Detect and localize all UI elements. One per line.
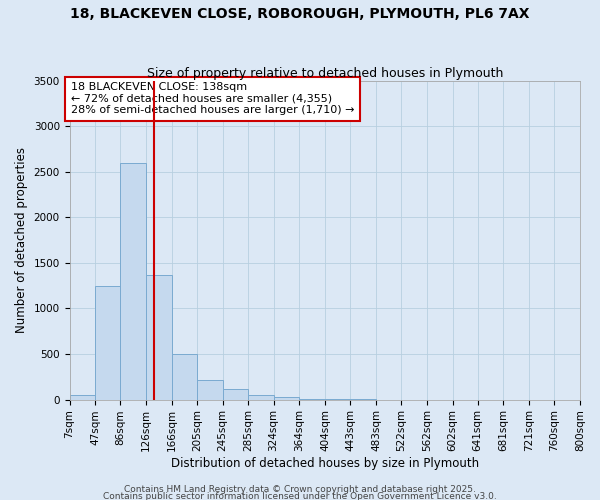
Text: Contains public sector information licensed under the Open Government Licence v3: Contains public sector information licen…	[103, 492, 497, 500]
Bar	[70, 396, 95, 400]
Text: Contains HM Land Registry data © Crown copyright and database right 2025.: Contains HM Land Registry data © Crown c…	[124, 486, 476, 494]
Text: 18 BLACKEVEN CLOSE: 138sqm
← 72% of detached houses are smaller (4,355)
28% of s: 18 BLACKEVEN CLOSE: 138sqm ← 72% of deta…	[71, 82, 355, 116]
Title: Size of property relative to detached houses in Plymouth: Size of property relative to detached ho…	[146, 66, 503, 80]
Bar	[274, 398, 299, 400]
Bar	[299, 398, 325, 400]
Text: 18, BLACKEVEN CLOSE, ROBOROUGH, PLYMOUTH, PL6 7AX: 18, BLACKEVEN CLOSE, ROBOROUGH, PLYMOUTH…	[70, 8, 530, 22]
Bar	[197, 380, 223, 400]
Bar	[223, 389, 248, 400]
X-axis label: Distribution of detached houses by size in Plymouth: Distribution of detached houses by size …	[171, 457, 479, 470]
Bar	[248, 395, 274, 400]
Bar	[172, 354, 197, 400]
Bar	[95, 286, 121, 400]
Bar	[121, 162, 146, 400]
Bar	[146, 275, 172, 400]
Y-axis label: Number of detached properties: Number of detached properties	[15, 147, 28, 333]
